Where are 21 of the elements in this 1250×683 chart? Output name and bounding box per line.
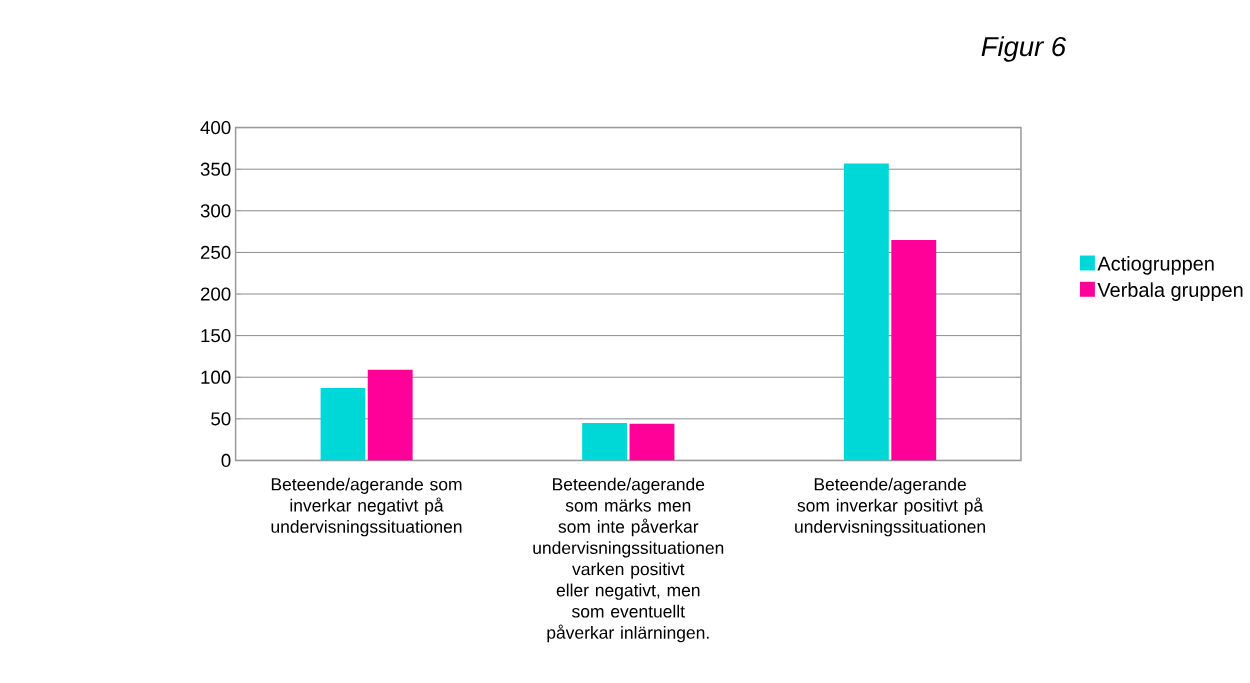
bar [891, 239, 937, 461]
y-tick-label: 350 [200, 162, 231, 176]
bar [367, 369, 413, 461]
y-tick-label: 50 [211, 411, 231, 426]
x-tick-label: Beteende/agerande som märks men som inte påverkar undervisningssituationen varken positivt eller negativt, men som eventuellt påverkar inlärningen. [533, 477, 724, 643]
legend-label: Verbala gruppen [1097, 282, 1243, 301]
bar [843, 163, 889, 461]
y-tick-label: 100 [201, 370, 231, 384]
chart-title: Figur 6 [981, 35, 1067, 62]
bar [320, 387, 366, 461]
y-tick-label: 250 [200, 245, 231, 259]
bar [629, 423, 675, 461]
y-tick-label: 0 [221, 453, 231, 467]
bar [582, 422, 628, 461]
y-tick-label: 150 [201, 328, 231, 343]
legend-label: Actiogruppen [1097, 255, 1214, 275]
x-tick-label: Beteende/agerande som inverkar positivt på undervisningssituationen [795, 477, 985, 537]
y-tick-label: 400 [200, 120, 231, 134]
y-tick-label: 300 [200, 203, 231, 218]
y-tick-label: 200 [200, 287, 231, 301]
x-tick-label: Beteende/agerande som inverkar negativt på undervisningssituationen [271, 477, 462, 537]
